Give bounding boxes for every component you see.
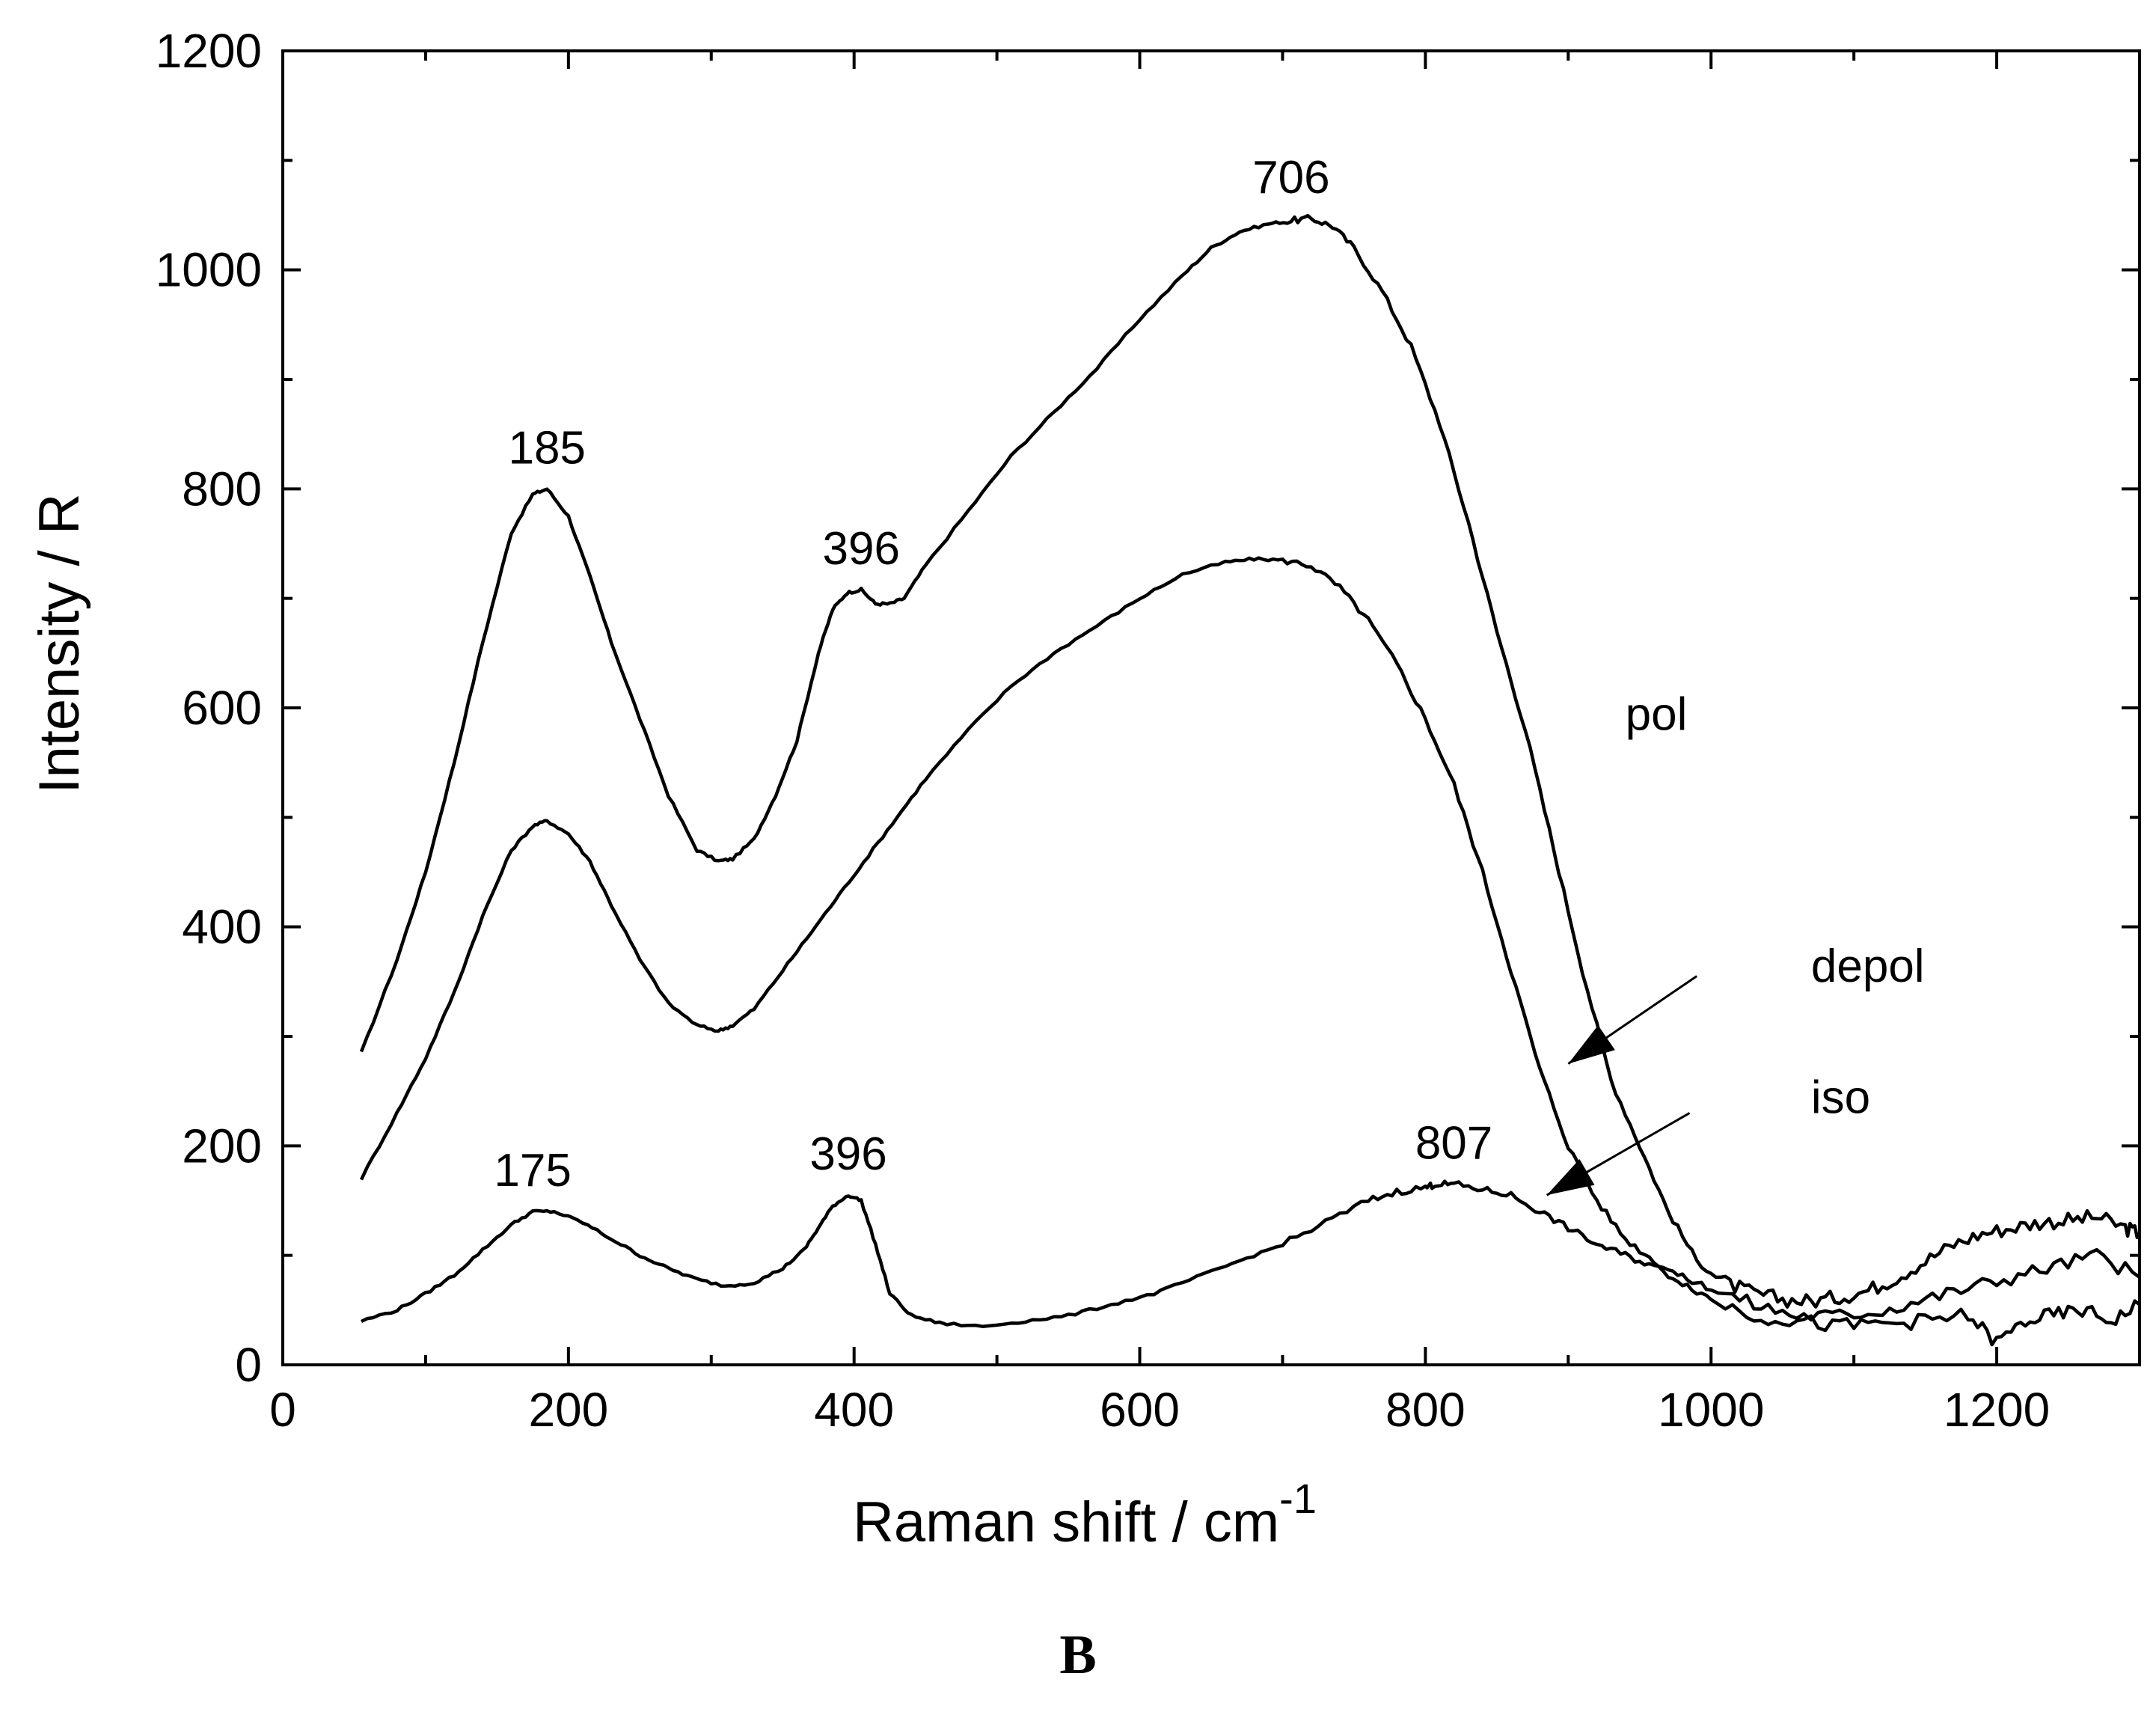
- peak-label: 396: [823, 523, 900, 575]
- x-tick-label: 1200: [1944, 1383, 2050, 1437]
- x-tick-label: 1000: [1658, 1383, 1764, 1437]
- annotation-layer: 185 396 706 175 396 807 pol depol iso: [494, 152, 1924, 1196]
- arrow-depol-head: [1568, 1025, 1615, 1064]
- peak-label: 175: [494, 1145, 571, 1196]
- x-tick-label: 200: [528, 1383, 608, 1437]
- axis-ticks: 0 200 400 600 800 1000 1200 0 200 400 600 800 1000 12…: [156, 24, 2141, 1437]
- y-axis-label: Intensity / R: [28, 493, 91, 793]
- peak-label: 706: [1252, 152, 1329, 204]
- series-label-pol: pol: [1626, 688, 1688, 740]
- series-line-depol: [359, 556, 2141, 1322]
- peak-label: 807: [1415, 1118, 1492, 1170]
- y-tick-label: 1000: [156, 243, 262, 297]
- y-tick-label: 0: [235, 1338, 262, 1392]
- y-tick-label: 200: [182, 1119, 262, 1173]
- x-tick-label: 600: [1100, 1383, 1180, 1437]
- y-tick-label: 600: [182, 681, 262, 735]
- y-tick-label: 400: [182, 900, 262, 954]
- y-tick-label: 800: [182, 462, 262, 516]
- series-label-depol: depol: [1811, 941, 1925, 992]
- x-tick-label: 0: [269, 1383, 296, 1437]
- x-tick-label: 800: [1385, 1383, 1466, 1437]
- series-line-iso: [361, 1179, 2141, 1347]
- series-layer: [359, 213, 2141, 1347]
- y-tick-label: 1200: [156, 24, 262, 78]
- arrow-iso-head: [1546, 1158, 1595, 1196]
- x-axis-label: Raman shift / cm-1: [853, 1475, 1317, 1554]
- peak-label: 396: [809, 1128, 886, 1180]
- panel-label: B: [1059, 1625, 1097, 1686]
- x-axis-label-superscript: -1: [1279, 1475, 1317, 1522]
- series-line-pol: [359, 213, 2141, 1309]
- x-tick-label: 400: [814, 1383, 894, 1437]
- series-label-iso: iso: [1811, 1072, 1870, 1123]
- peak-label: 185: [508, 422, 585, 474]
